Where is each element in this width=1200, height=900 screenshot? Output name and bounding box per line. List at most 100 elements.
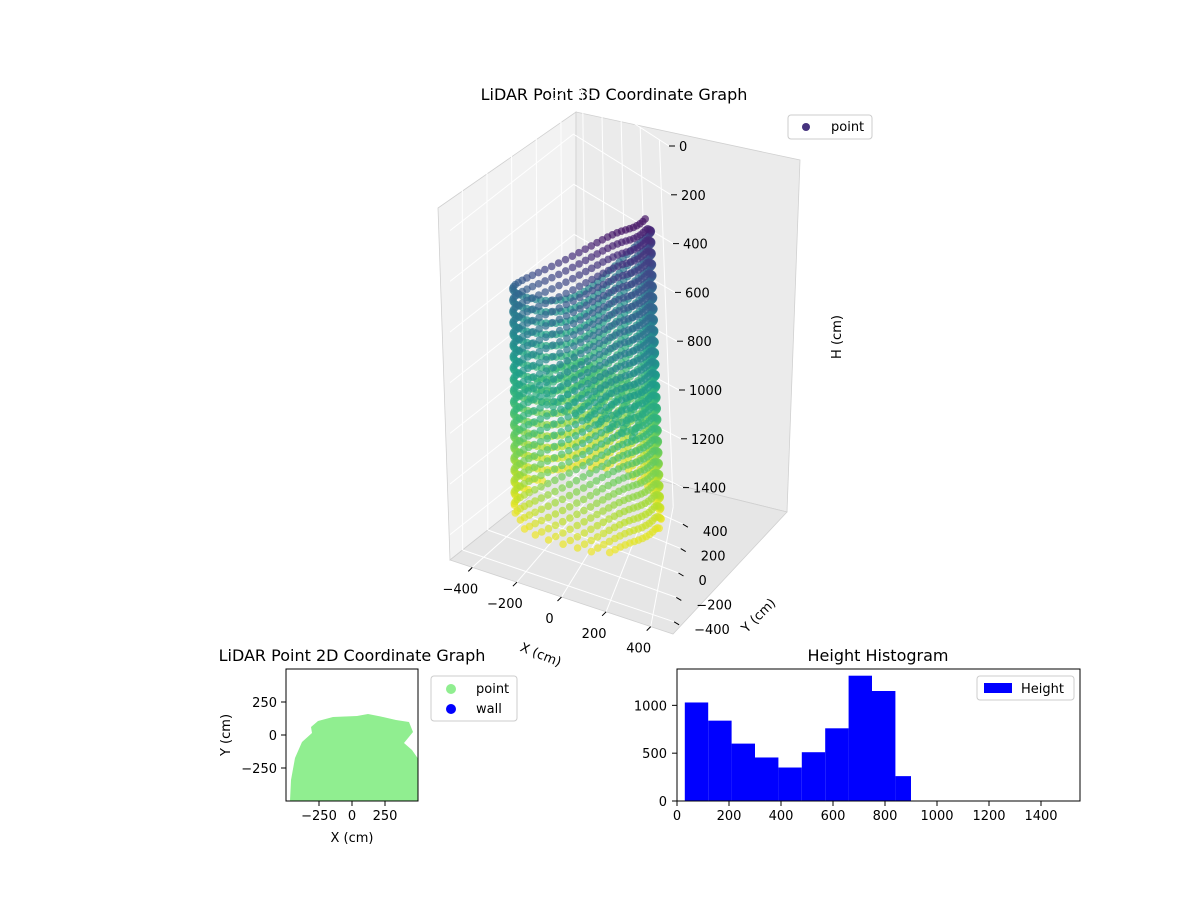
cloud-point [529, 339, 537, 347]
cloud-point [558, 495, 567, 504]
cloud-point [528, 294, 537, 302]
chart-histogram: Height Histogram 0 200 400 600 800 1000 1200 14… [634, 646, 1081, 824]
cloud-point [530, 395, 538, 404]
cloud-point [529, 384, 538, 393]
cloud-point [542, 344, 550, 353]
legend-3d: point [787, 114, 873, 140]
cloud-point [605, 526, 613, 535]
gridline-back-x [658, 139, 674, 507]
x-tick-3d [646, 626, 652, 631]
legend-histogram-box [976, 675, 1075, 701]
cloud-point [600, 540, 608, 549]
cloud-point [584, 391, 592, 399]
legend-3d-marker-point [802, 123, 810, 131]
cloud-point [582, 301, 591, 310]
gridline-floor-y [487, 529, 677, 598]
cloud-point [575, 282, 584, 291]
cloud-point [558, 506, 567, 515]
cloud-point [594, 294, 603, 303]
cloud-point [586, 514, 595, 522]
cloud-point [535, 313, 543, 322]
cloud-point [534, 268, 543, 277]
cloud-point [583, 323, 591, 332]
x-tick-label-3d: 200 [582, 627, 607, 642]
cloud-point [537, 505, 546, 514]
x-tick-label-histogram: 800 [873, 809, 898, 824]
cloud-point [599, 496, 607, 504]
cloud-point [570, 353, 578, 362]
cloud-point [530, 429, 538, 438]
cloud-point [542, 333, 550, 342]
cloud-point [525, 466, 533, 474]
y-axis-label-2d: Y (cm) [219, 714, 234, 757]
cloud-point [572, 465, 580, 474]
cloud-point [597, 417, 605, 426]
cloud-point [572, 476, 581, 485]
cloud-point [563, 368, 572, 376]
x-tick-label-2d: 0 [348, 809, 356, 824]
cloud-point [551, 521, 560, 530]
cloud-point [557, 416, 565, 425]
cloud-point [599, 518, 608, 527]
cloud-point [548, 307, 557, 316]
legend-2d: point wall [430, 675, 518, 722]
legend-2d-label-point: point [476, 682, 509, 697]
cloud-point [531, 497, 539, 505]
cloud-point [590, 376, 598, 385]
cloud-point [577, 394, 586, 403]
cloud-point [555, 315, 564, 324]
cloud-point [584, 379, 592, 388]
x-tick-label-3d: 400 [626, 642, 651, 657]
chart-3d-title: LiDAR Point 3D Coordinate Graph [481, 85, 748, 104]
cloud-point [550, 431, 558, 440]
cloud-point [602, 392, 610, 401]
cloud-point [542, 355, 550, 364]
x-tick-label-histogram: 1000 [920, 809, 953, 824]
cloud-point [556, 371, 565, 380]
y-tick-label-histogram: 500 [642, 747, 667, 762]
cloud-point [568, 263, 577, 272]
histogram-title: Height Histogram [808, 646, 949, 665]
cloud-point [544, 536, 553, 544]
cloud-point [583, 357, 592, 366]
z-tick-label-3d: 1400 [693, 482, 726, 497]
cloud-point [590, 387, 599, 396]
cloud-point [594, 544, 602, 552]
x-tick-label-histogram: 0 [673, 809, 681, 824]
gridline-left-y [486, 151, 489, 531]
point-cloud [509, 215, 665, 557]
cloud-point [585, 435, 593, 444]
cloud-point [530, 474, 539, 483]
cloud-point [564, 435, 573, 444]
cloud-point [535, 325, 543, 333]
cloud-point [598, 462, 606, 471]
cloud-point [543, 401, 551, 409]
cloud-point [550, 454, 559, 462]
cloud-point [581, 267, 590, 276]
cloud-point [586, 480, 594, 489]
cloud-point [628, 433, 637, 441]
cloud-point [536, 449, 545, 457]
cloud-point [577, 383, 586, 392]
x-tick-label-histogram: 200 [717, 809, 742, 824]
cloud-point [566, 525, 574, 534]
cloud-point [536, 426, 545, 435]
cloud-point [548, 296, 556, 305]
cloud-point [566, 536, 575, 545]
cloud-point [585, 424, 593, 433]
cloud-point [556, 383, 565, 391]
x-tick-label-2d: 250 [373, 809, 398, 824]
cloud-point [590, 398, 599, 407]
cloud-point [570, 364, 579, 373]
x-axis-label-2d: X (cm) [331, 831, 374, 846]
cloud-point [569, 297, 577, 305]
cloud-point [593, 250, 601, 258]
cloud-point [604, 470, 612, 479]
cloud-point [544, 479, 552, 488]
legend-3d-box [787, 114, 873, 140]
cloud-point [599, 529, 608, 538]
cloud-point [593, 238, 601, 247]
cloud-point [591, 410, 599, 418]
cloud-point [535, 347, 544, 356]
cloud-point [593, 533, 602, 541]
